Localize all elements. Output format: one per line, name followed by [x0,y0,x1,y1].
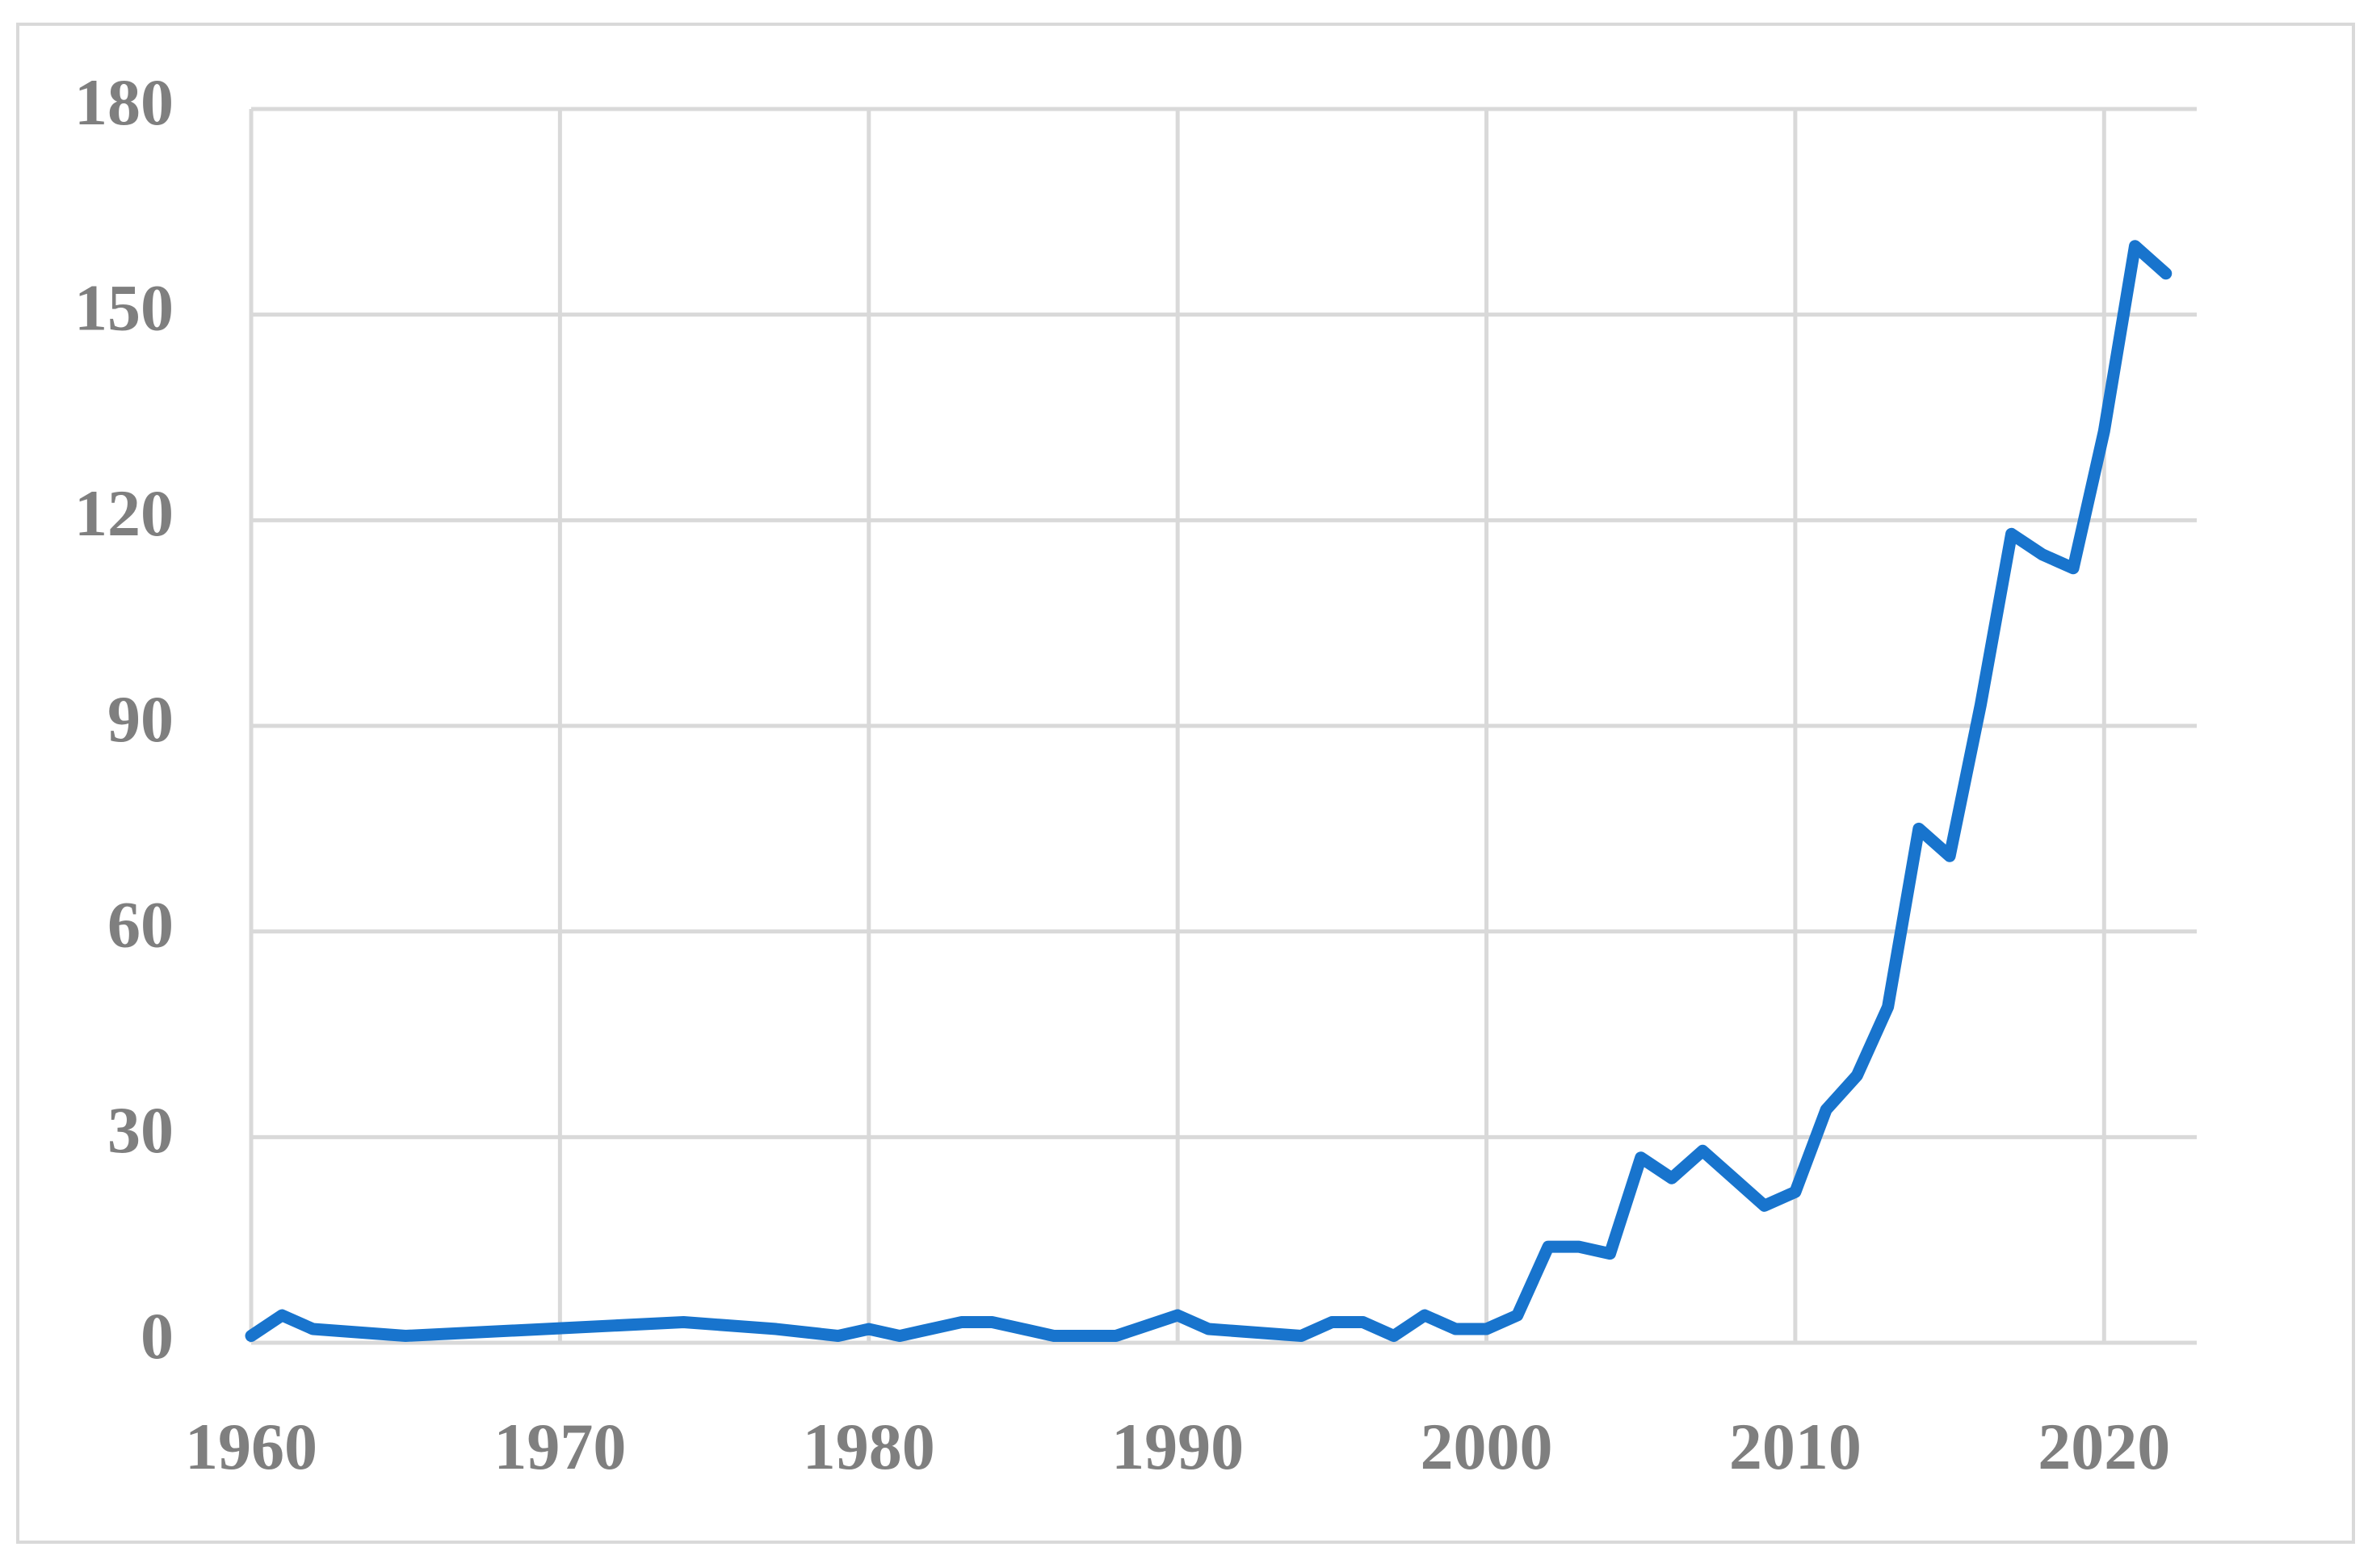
y-tick-label: 180 [74,65,174,139]
x-tick-label: 1990 [1111,1410,1244,1483]
x-tick-label: 2020 [2038,1410,2170,1483]
y-tick-label: 150 [74,270,174,344]
y-tick-label: 90 [107,682,174,756]
y-tick-label: 60 [107,887,174,961]
data-line [245,240,2173,1343]
x-tick-label: 1960 [185,1410,317,1483]
x-tick-label: 1980 [803,1410,935,1483]
x-tick-label: 2000 [1421,1410,1553,1483]
y-tick-label: 0 [141,1299,174,1373]
x-tick-label: 2010 [1729,1410,1862,1483]
y-tick-label: 30 [107,1093,174,1167]
x-tick-label: 1970 [493,1410,626,1483]
y-tick-label: 120 [74,476,174,550]
